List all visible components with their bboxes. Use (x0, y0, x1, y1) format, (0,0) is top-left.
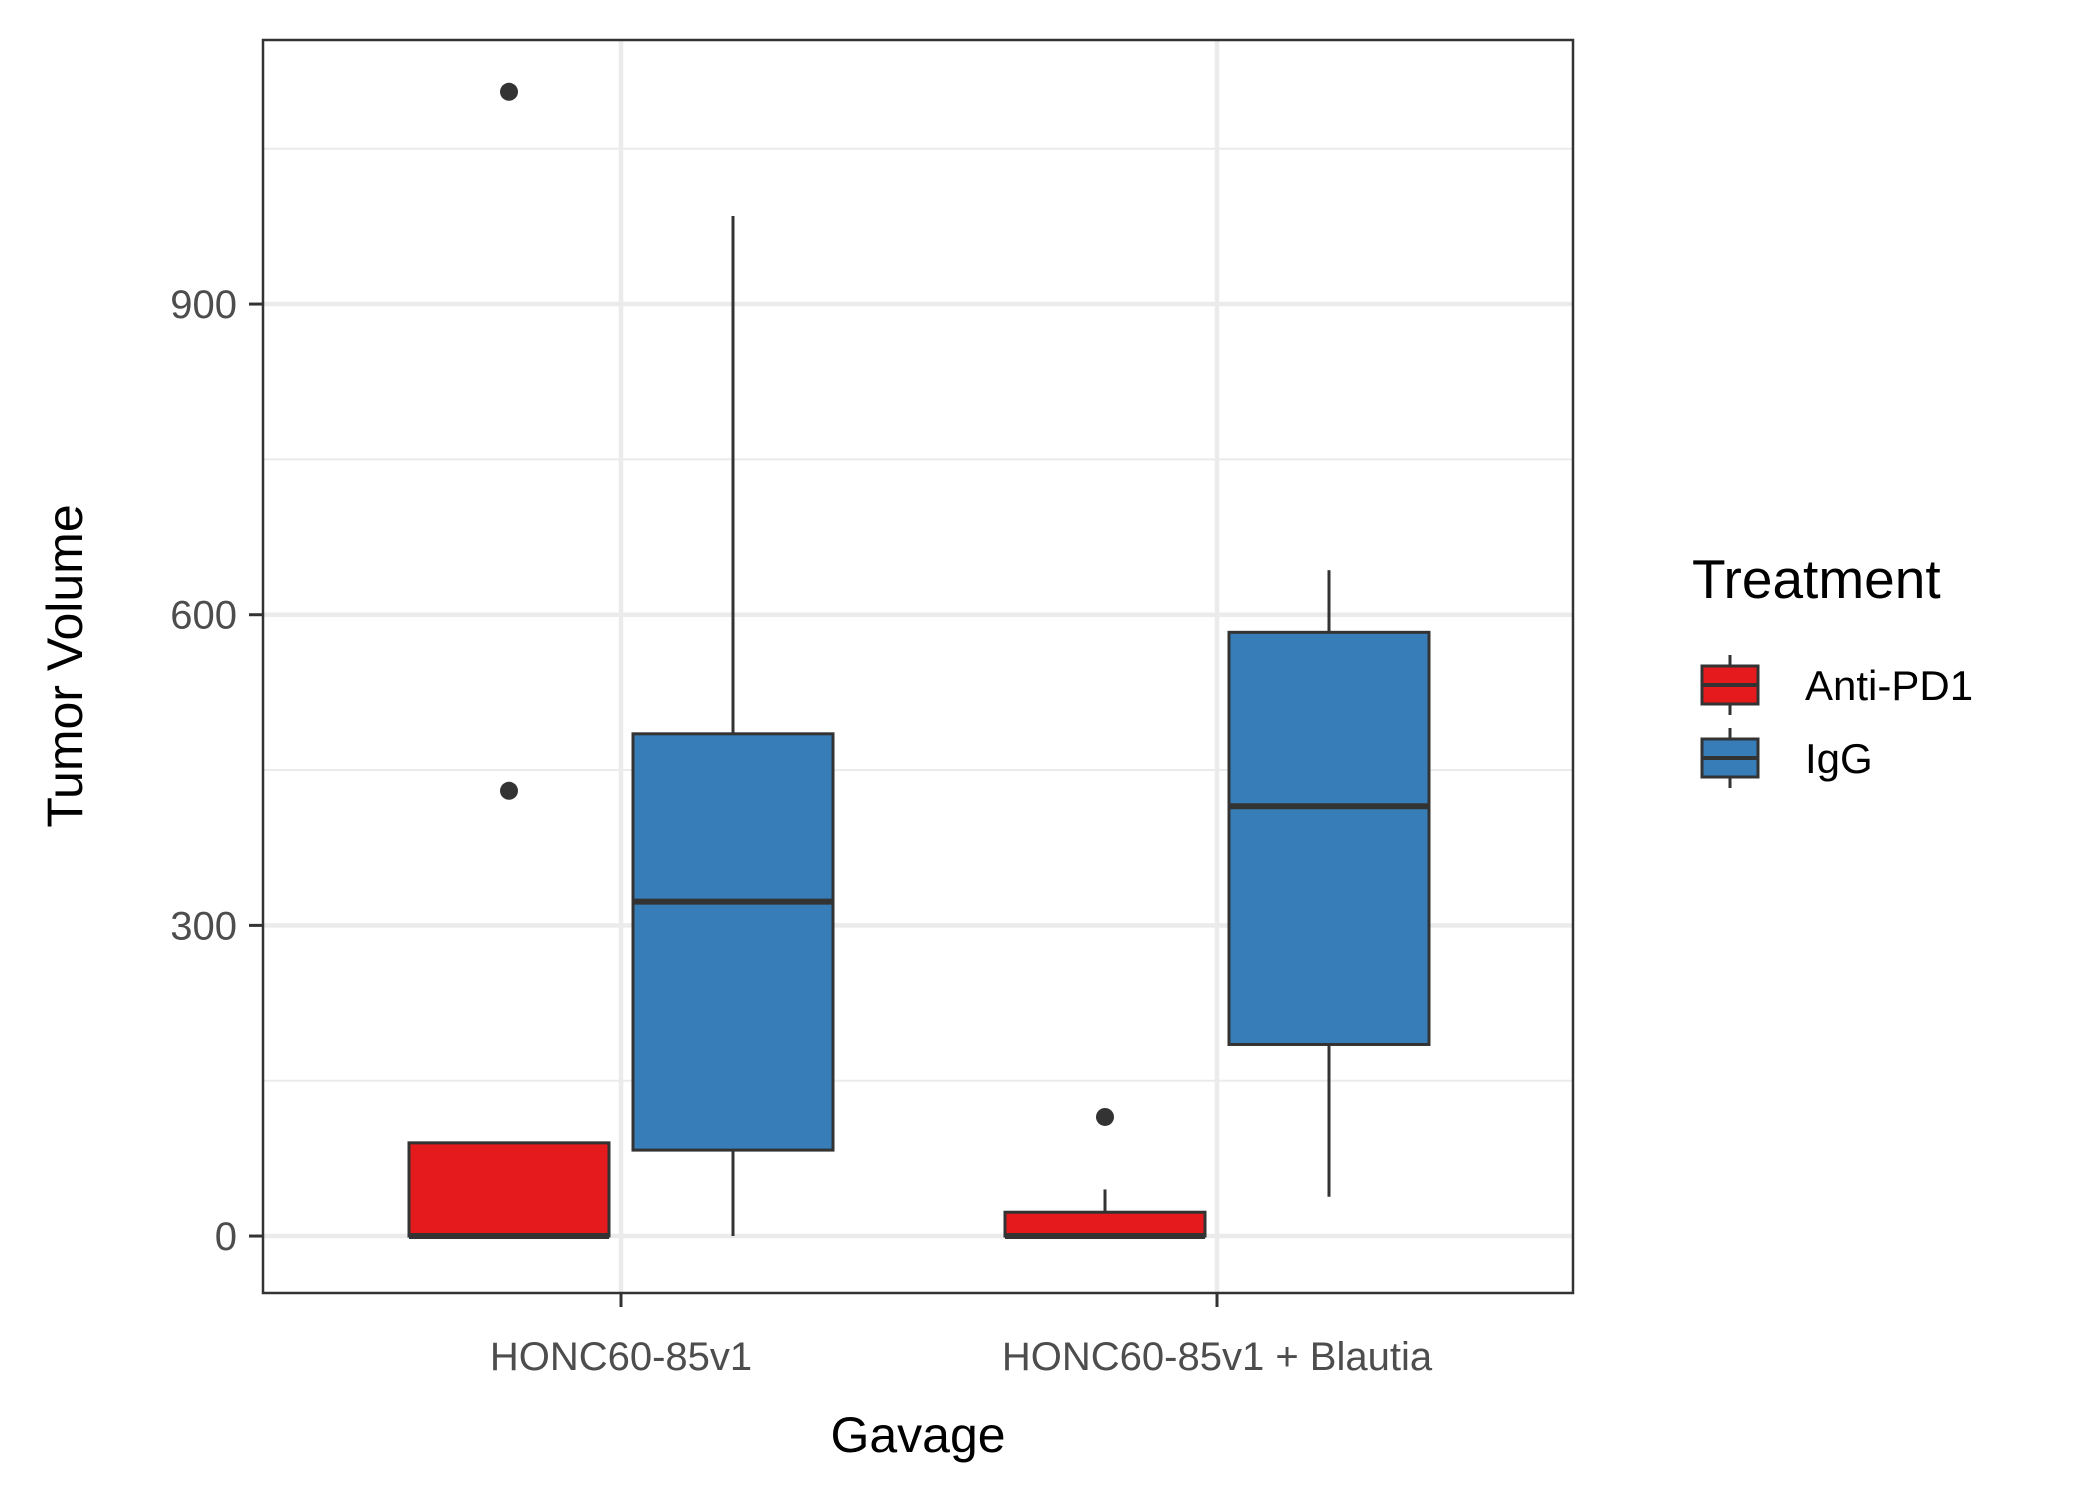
outlier-point (1096, 1107, 1114, 1126)
legend-key-igg: IgG (1700, 728, 1873, 788)
y-axis-title: Tumor Volume (37, 504, 93, 827)
box-body (1227, 630, 1431, 1046)
box-anti-pd1-1 (1003, 1107, 1207, 1240)
y-tick-label: 900 (170, 283, 237, 327)
grid-lines (263, 40, 1573, 1293)
x-axis-title: Gavage (830, 1407, 1005, 1463)
legend-key-anti-pd1: Anti-PD1 (1700, 655, 1973, 715)
box-igg-0 (631, 216, 835, 1237)
y-tick-label: 600 (170, 594, 237, 638)
y-tick-label: 0 (215, 1215, 237, 1259)
x-tick-label: HONC60-85v1 (490, 1335, 752, 1379)
box-body (407, 1141, 611, 1238)
plot-panel-border (261, 38, 1575, 1295)
legend-label: IgG (1805, 735, 1873, 782)
x-tick-label: HONC60-85v1 + Blautia (1002, 1335, 1433, 1379)
legend: Treatment Anti-PD1 IgG (1692, 548, 1973, 788)
box-groups (407, 82, 1431, 1240)
y-tick-label: 300 (170, 904, 237, 948)
box-igg-1 (1227, 570, 1431, 1197)
box-body (631, 732, 835, 1152)
y-axis: 0 300 600 900 (170, 283, 263, 1259)
legend-title: Treatment (1692, 548, 1941, 610)
outlier-point (500, 781, 518, 800)
x-axis: HONC60-85v1 HONC60-85v1 + Blautia (490, 1293, 1433, 1379)
box-anti-pd1-0 (407, 82, 611, 1240)
legend-label: Anti-PD1 (1805, 662, 1973, 709)
box-body (1003, 1210, 1207, 1238)
outlier-point (500, 82, 518, 101)
